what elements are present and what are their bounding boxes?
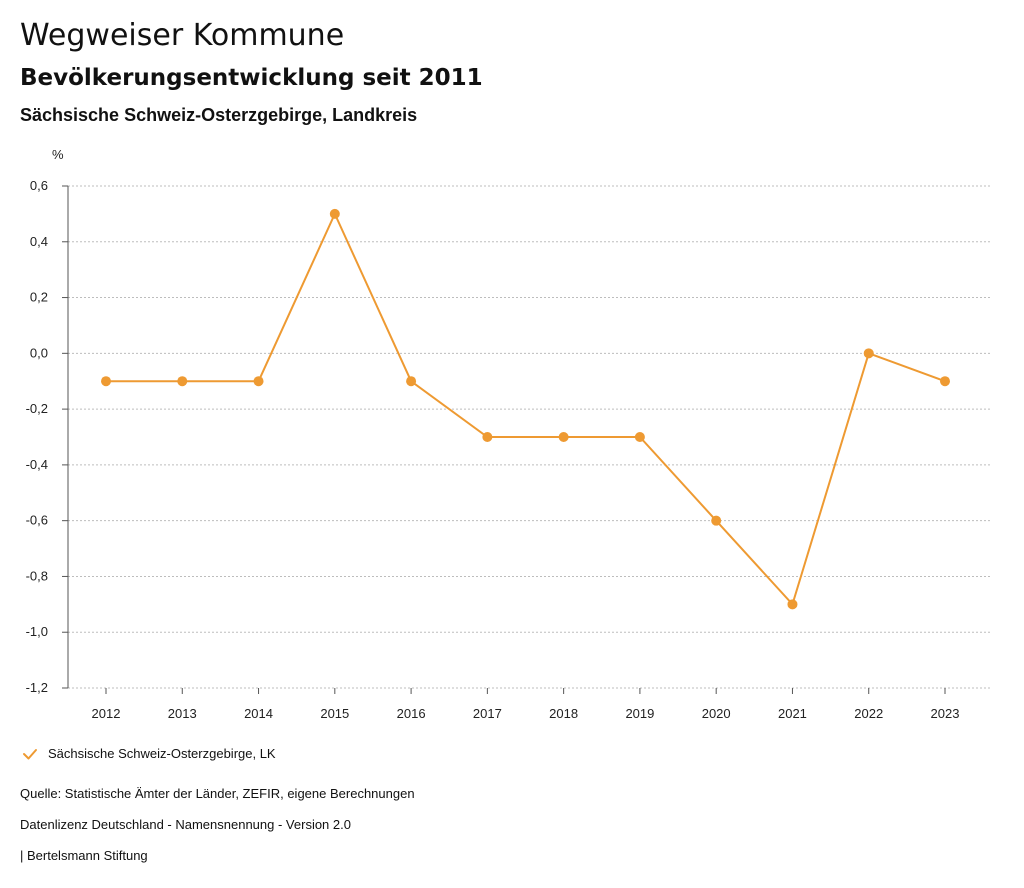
data-point[interactable] [482,432,493,442]
x-tick-label: 2019 [625,706,654,721]
y-axis-unit: % [52,147,64,162]
data-point[interactable] [329,208,340,219]
data-point[interactable] [177,376,188,387]
chart-subtitle: Bevölkerungsentwicklung seit 2011 [20,65,483,91]
x-tick-label: 2016 [397,706,426,721]
y-tick-label: 0,2 [30,290,48,305]
page-title: Wegweiser Kommune [20,18,345,53]
x-tick-label: 2021 [778,706,807,721]
license-note: Datenlizenz Deutschland - Namensnennung … [20,817,351,832]
x-tick-label: 2014 [244,706,273,721]
data-point[interactable] [940,376,950,387]
data-point[interactable] [558,432,569,442]
check-icon [23,749,37,760]
y-tick-label: -0,2 [26,401,48,416]
data-point[interactable] [253,376,264,387]
source-note: Quelle: Statistische Ämter der Länder, Z… [20,786,415,801]
data-point[interactable] [711,515,722,526]
region-name: Sächsische Schweiz-Osterzgebirge, Landkr… [20,105,418,125]
chart-legend[interactable]: Sächsische Schweiz-Osterzgebirge, LK [22,744,276,764]
series-line [106,211,946,607]
x-tick-label: 2015 [320,706,349,721]
y-tick-label: -0,6 [26,513,48,528]
x-tick-label: 2020 [702,706,731,721]
data-point[interactable] [406,376,417,387]
data-point[interactable] [787,599,798,610]
data-point[interactable] [634,432,645,442]
data-point[interactable] [101,376,111,387]
y-tick-label: -0,4 [26,457,48,472]
y-tick-label: -1,0 [26,624,48,639]
x-tick-label: 2023 [931,706,960,721]
x-tick-label: 2017 [473,706,502,721]
y-tick-label: 0,4 [30,234,48,249]
x-tick-label: 2013 [168,706,197,721]
y-tick-label: 0,6 [30,178,48,193]
line-chart: % 0,6 0,4 0,2 0,0 -0,2 -0,4 -0,6 -0,8 -1,0 -1,2 201… [26,147,990,721]
publisher-note: | Bertelsmann Stiftung [20,848,148,863]
data-point[interactable] [863,348,874,359]
y-tick-label: -1,2 [26,680,48,695]
legend-label: Sächsische Schweiz-Osterzgebirge, LK [48,746,276,761]
x-tick-label: 2022 [854,706,883,721]
x-tick-label: 2018 [549,706,578,721]
y-tick-label: -0,8 [26,568,48,583]
y-tick-label: 0,0 [30,345,48,360]
x-tick-label: 2012 [92,706,121,721]
